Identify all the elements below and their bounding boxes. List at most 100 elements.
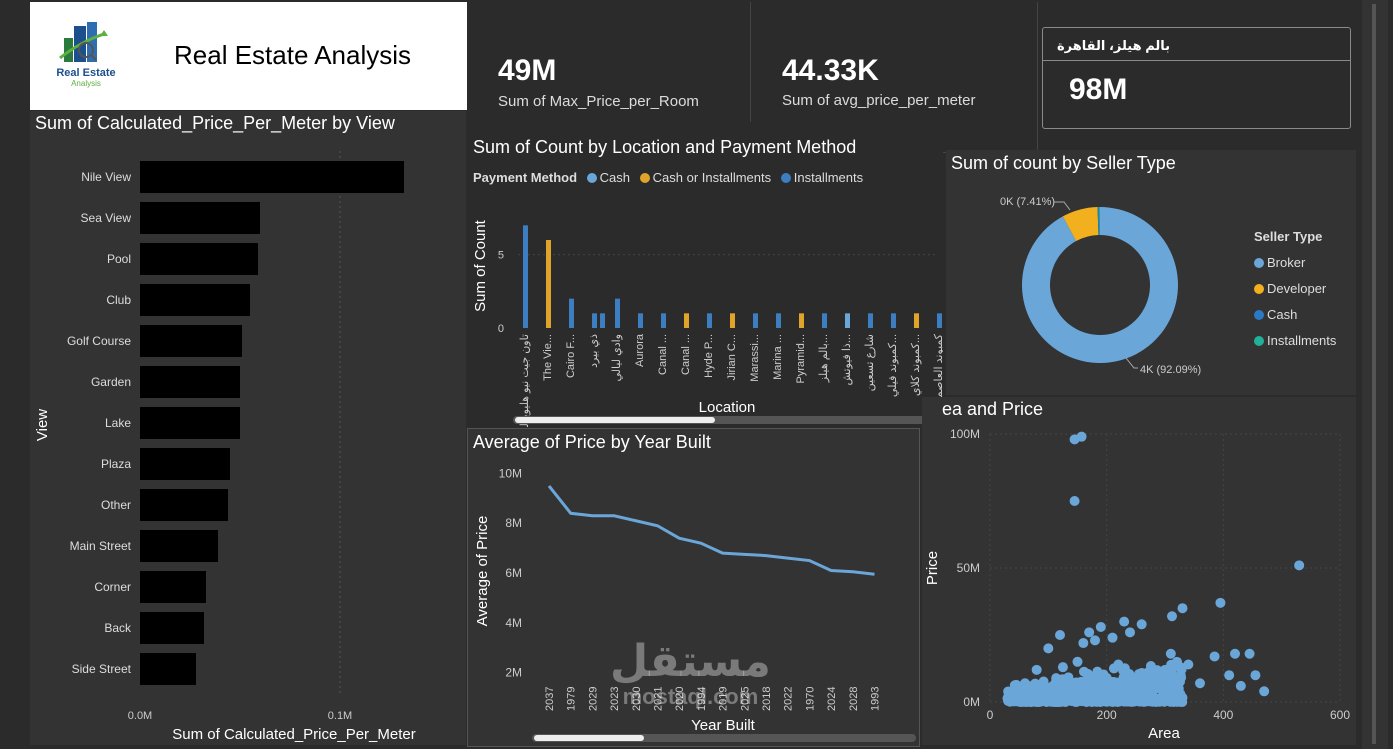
scatter-point [1063,672,1074,683]
bar [140,243,258,275]
category-label: Cairo F... [565,334,577,378]
scatter-point [1125,627,1135,638]
tick-label: 400 [1213,708,1233,722]
scatter-point [1055,630,1065,640]
category-label: ذي بيرد [588,334,600,368]
category-label: 2023 [609,687,621,711]
column-bar [914,313,919,328]
legend-dot-cash [586,173,597,183]
scatter-point [1078,638,1089,649]
card-avg-price-per-meter[interactable]: 44.33K Sum of avg_price_per_meter [752,2,1038,153]
data-label: 0K (7.41%) [1000,196,1055,208]
bar [140,284,250,316]
card-value: 49M [498,54,557,87]
scatter-point [1250,670,1261,681]
page-title: Real Estate Analysis [174,40,412,70]
scatter-point [1170,672,1181,683]
scatter-point [1136,619,1147,630]
legend-dot [1254,284,1264,294]
scatter-point [1090,635,1100,646]
category-label: شارع تسعين [864,334,876,391]
location-card[interactable]: بالم هيلز، القاهرة 98M [1042,27,1351,129]
y-axis-label: Sum of Count [472,219,489,312]
scatter-point [1031,664,1042,675]
column-bar [822,313,827,328]
scatter-point [1091,694,1102,705]
column-bar [776,313,781,328]
column-bar [615,298,620,328]
scatter-point [1244,648,1255,659]
category-label: 1970 [804,687,816,711]
seller-donut-panel[interactable]: Sum of count by Seller Type 0K (7.41%) 4K… [946,150,1356,395]
scatter-point [1165,648,1176,659]
category-label: كمبوند العاصمة [933,333,943,403]
price-line-chart: 2M 4M 6M 8M 10M 2037 1979 2029 2023 2030 2021 2020 1… [474,466,882,734]
category-label: Aurora [634,333,646,367]
column-bar [638,313,643,328]
legend-label: Developer [1267,281,1327,296]
price-line-chart-panel[interactable]: Average of Price by Year Built 2M 4M 6M 8M 1… [467,428,920,747]
price-line [547,484,875,576]
svg-text:Real Estate: Real Estate [56,67,115,79]
scatter-point [1177,692,1188,703]
category-label: 2025 [739,687,751,711]
tick-label: 200 [1097,708,1117,722]
donut-legend: Seller Type Broker Developer Cash Instal… [1254,224,1336,354]
category-label: 1979 [566,687,578,711]
category-label: 2022 [783,687,795,711]
scatter-point [1099,689,1110,700]
scatter-point [1121,684,1132,695]
tick-label: 8M [505,516,522,530]
area-price-scatter-panel[interactable]: ea and Price 0 200 400 600 0M 50M 100M Area Pric… [922,397,1356,745]
scatter-point [1113,659,1124,670]
scatter-point [1069,496,1080,506]
scatter-point [1160,664,1170,675]
location-column-chart-panel[interactable]: Sum of Count by Location and Payment Met… [468,131,943,427]
scatter-point [1259,686,1270,697]
column-bar [600,313,605,328]
location-column-chart: 0 5 تاون جيت نيو هليوبوليس The Vie... Cairo … [472,219,943,427]
scatter-point [1148,670,1159,681]
page-scrollbar[interactable] [1362,0,1388,749]
category-label: Canal ... [657,334,669,375]
category-label: Side Street [72,662,132,676]
scatter-point [1175,662,1186,673]
donut-slice [1099,207,1100,236]
scrollbar-thumb[interactable] [1372,4,1376,744]
scatter-point [1072,656,1083,667]
bar [140,448,230,480]
scrollbar-thumb[interactable] [534,735,644,741]
category-label: Corner [94,580,131,594]
category-label: 1994 [696,687,708,711]
legend-label: Cash [1267,307,1298,322]
scrollbar-thumb[interactable] [515,417,715,423]
scatter-point [1224,670,1235,681]
category-label: ذا فيوتش... [841,334,853,386]
category-label: Marassi... [749,334,761,382]
category-label: Jirian C... [726,334,738,380]
chart-title: Sum of Count by Location and Payment Met… [473,137,857,157]
logo: Real Estate Analysis [50,20,122,92]
bar [140,571,206,603]
bar [140,407,240,439]
column-bar [753,313,758,328]
horizontal-scrollbar[interactable] [513,416,941,424]
legend-item-installments: Installments [1254,328,1336,354]
legend-item: Installments [793,170,864,185]
bar [140,161,404,193]
card-max-price-per-room[interactable]: 49M Sum of Max_Price_per_Room [468,2,751,122]
scatter-point [1294,560,1305,571]
tick-label: 4M [505,616,522,630]
category-label: 1993 [870,687,882,711]
tick-label: 10M [499,466,522,480]
scatter-point [1076,431,1087,442]
category-label: 2018 [761,687,773,711]
column-bar [684,313,689,328]
scatter-point [1119,616,1130,627]
category-label: وادي ليالي [611,334,623,381]
category-label: 2037 [544,687,556,711]
horizontal-scrollbar[interactable] [532,734,916,742]
chart-title: Average of Price by Year Built [473,432,711,452]
column-bar [730,313,735,328]
view-bar-chart-panel[interactable]: Sum of Calculated_Price_Per_Meter by Vie… [30,111,466,745]
